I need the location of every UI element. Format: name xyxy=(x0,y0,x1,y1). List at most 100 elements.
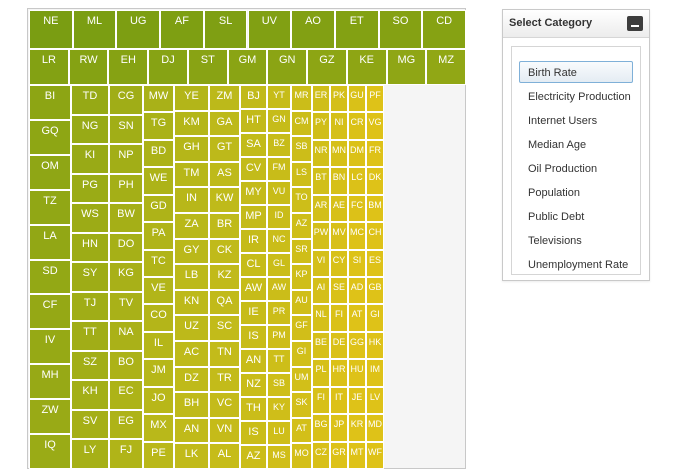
treemap-tile[interactable]: GN xyxy=(267,109,291,133)
treemap-tile[interactable]: FM xyxy=(267,157,291,181)
treemap-tile[interactable]: CH xyxy=(366,222,384,250)
treemap-tile[interactable]: WS xyxy=(71,203,109,233)
treemap-tile[interactable]: IM xyxy=(366,359,384,387)
treemap-tile[interactable]: IE xyxy=(240,301,267,325)
treemap-tile[interactable]: NL xyxy=(312,304,330,332)
treemap-tile[interactable]: TH xyxy=(240,397,267,421)
treemap-tile[interactable]: UV xyxy=(247,10,292,49)
treemap-tile[interactable]: CF xyxy=(29,294,71,330)
treemap-tile[interactable]: LY xyxy=(71,439,109,469)
treemap-tile[interactable]: UZ xyxy=(174,315,209,341)
treemap-tile[interactable]: AE xyxy=(330,194,348,223)
category-item[interactable]: Public Debt xyxy=(528,211,585,223)
treemap-tile[interactable]: HR xyxy=(330,359,348,387)
treemap-tile[interactable]: TG xyxy=(143,112,174,140)
treemap-tile[interactable]: IR xyxy=(240,229,267,253)
treemap-tile[interactable]: KN xyxy=(174,289,209,316)
treemap-tile[interactable]: GD xyxy=(143,194,174,223)
treemap-tile[interactable]: MV xyxy=(330,222,348,250)
treemap-tile[interactable]: SI xyxy=(348,249,366,277)
treemap-tile[interactable]: ZM xyxy=(209,85,240,111)
treemap-tile[interactable]: CY xyxy=(330,249,348,277)
treemap-tile[interactable]: NA xyxy=(109,321,143,351)
treemap-tile[interactable]: GI xyxy=(291,341,312,367)
treemap-tile[interactable]: GA xyxy=(209,110,240,137)
treemap-tile[interactable]: KZ xyxy=(209,264,240,290)
treemap-tile[interactable]: CD xyxy=(422,10,466,49)
treemap-tile[interactable]: BM xyxy=(366,194,384,223)
treemap-tile[interactable]: SL xyxy=(203,10,248,49)
treemap-tile[interactable]: LV xyxy=(366,386,384,415)
category-item[interactable]: Unemployment Rate xyxy=(528,259,629,271)
treemap-tile[interactable]: HK xyxy=(366,331,384,360)
treemap-tile[interactable]: SB xyxy=(267,373,291,397)
treemap-tile[interactable]: TV xyxy=(109,291,143,322)
treemap-tile[interactable]: YE xyxy=(174,85,209,111)
treemap-tile[interactable]: PG xyxy=(71,173,109,204)
treemap-tile[interactable]: ST xyxy=(187,49,228,85)
treemap-tile[interactable]: AT xyxy=(291,417,312,444)
treemap-tile[interactable]: TT xyxy=(71,321,109,351)
treemap-tile[interactable]: SY xyxy=(71,262,109,292)
treemap-tile[interactable]: DK xyxy=(366,167,384,195)
treemap-tile[interactable]: AD xyxy=(348,277,366,305)
treemap-tile[interactable]: DE xyxy=(330,331,348,360)
treemap-tile[interactable]: CO xyxy=(143,304,174,332)
treemap-tile[interactable]: AC xyxy=(174,341,209,367)
category-item[interactable]: Birth Rate xyxy=(519,61,633,83)
treemap-tile[interactable]: BG xyxy=(312,414,330,442)
treemap-tile[interactable]: AW xyxy=(267,277,291,301)
treemap-tile[interactable]: NI xyxy=(330,112,348,140)
treemap-tile[interactable]: FR xyxy=(366,139,384,168)
treemap-tile[interactable]: BN xyxy=(330,167,348,195)
treemap-tile[interactable]: VU xyxy=(267,181,291,205)
treemap-tile[interactable]: CV xyxy=(240,157,267,181)
treemap-tile[interactable]: MD xyxy=(366,414,384,442)
treemap-tile[interactable]: ZW xyxy=(29,399,71,435)
treemap-tile[interactable]: PE xyxy=(143,441,174,469)
treemap-tile[interactable]: ER xyxy=(312,85,330,113)
treemap-tile[interactable]: FI xyxy=(312,386,330,415)
treemap-tile[interactable]: JP xyxy=(330,414,348,442)
treemap-tile[interactable]: NZ xyxy=(240,373,267,397)
treemap-tile[interactable]: AS xyxy=(209,161,240,188)
treemap-tile[interactable]: LA xyxy=(29,224,71,260)
treemap-tile[interactable]: GU xyxy=(348,85,366,113)
treemap-tile[interactable]: IS xyxy=(240,325,267,349)
treemap-tile[interactable]: SB xyxy=(291,136,312,162)
treemap-tile[interactable]: SV xyxy=(71,409,109,440)
treemap-tile[interactable]: FJ xyxy=(109,439,143,469)
treemap-tile[interactable]: LC xyxy=(348,167,366,195)
treemap-tile[interactable]: TZ xyxy=(29,189,71,225)
treemap-tile[interactable]: HU xyxy=(348,359,366,387)
treemap-tile[interactable]: SD xyxy=(29,259,71,295)
treemap-tile[interactable]: KW xyxy=(209,187,240,213)
treemap-tile[interactable]: QA xyxy=(209,289,240,316)
treemap-tile[interactable]: HT xyxy=(240,109,267,133)
treemap-tile[interactable]: SE xyxy=(330,277,348,305)
treemap-tile[interactable]: SN xyxy=(109,114,143,145)
treemap-tile[interactable]: CK xyxy=(209,238,240,265)
treemap-tile[interactable]: DJ xyxy=(148,49,188,85)
treemap-tile[interactable]: VE xyxy=(143,277,174,305)
treemap-tile[interactable]: GL xyxy=(267,253,291,277)
treemap-tile[interactable]: YT xyxy=(267,85,291,109)
treemap-tile[interactable]: GF xyxy=(291,315,312,341)
treemap-tile[interactable]: DZ xyxy=(174,366,209,393)
category-item[interactable]: Population xyxy=(528,187,580,199)
treemap-tile[interactable]: IL xyxy=(143,331,174,360)
treemap-tile[interactable]: AF xyxy=(160,10,204,49)
treemap-tile[interactable]: BI xyxy=(29,85,71,120)
treemap-tile[interactable]: ML xyxy=(72,10,117,49)
treemap-tile[interactable]: PM xyxy=(267,325,291,349)
treemap-tile[interactable]: MG xyxy=(386,49,427,85)
treemap-tile[interactable]: AN xyxy=(240,349,267,373)
treemap-tile[interactable]: VG xyxy=(366,112,384,140)
treemap-tile[interactable]: AW xyxy=(240,277,267,301)
treemap-tile[interactable]: GY xyxy=(174,238,209,265)
treemap-tile[interactable]: NP xyxy=(109,144,143,174)
treemap-tile[interactable]: LU xyxy=(267,421,291,445)
treemap-tile[interactable]: KY xyxy=(267,397,291,421)
treemap-tile[interactable]: CM xyxy=(291,110,312,137)
treemap-tile[interactable]: NE xyxy=(29,10,73,49)
